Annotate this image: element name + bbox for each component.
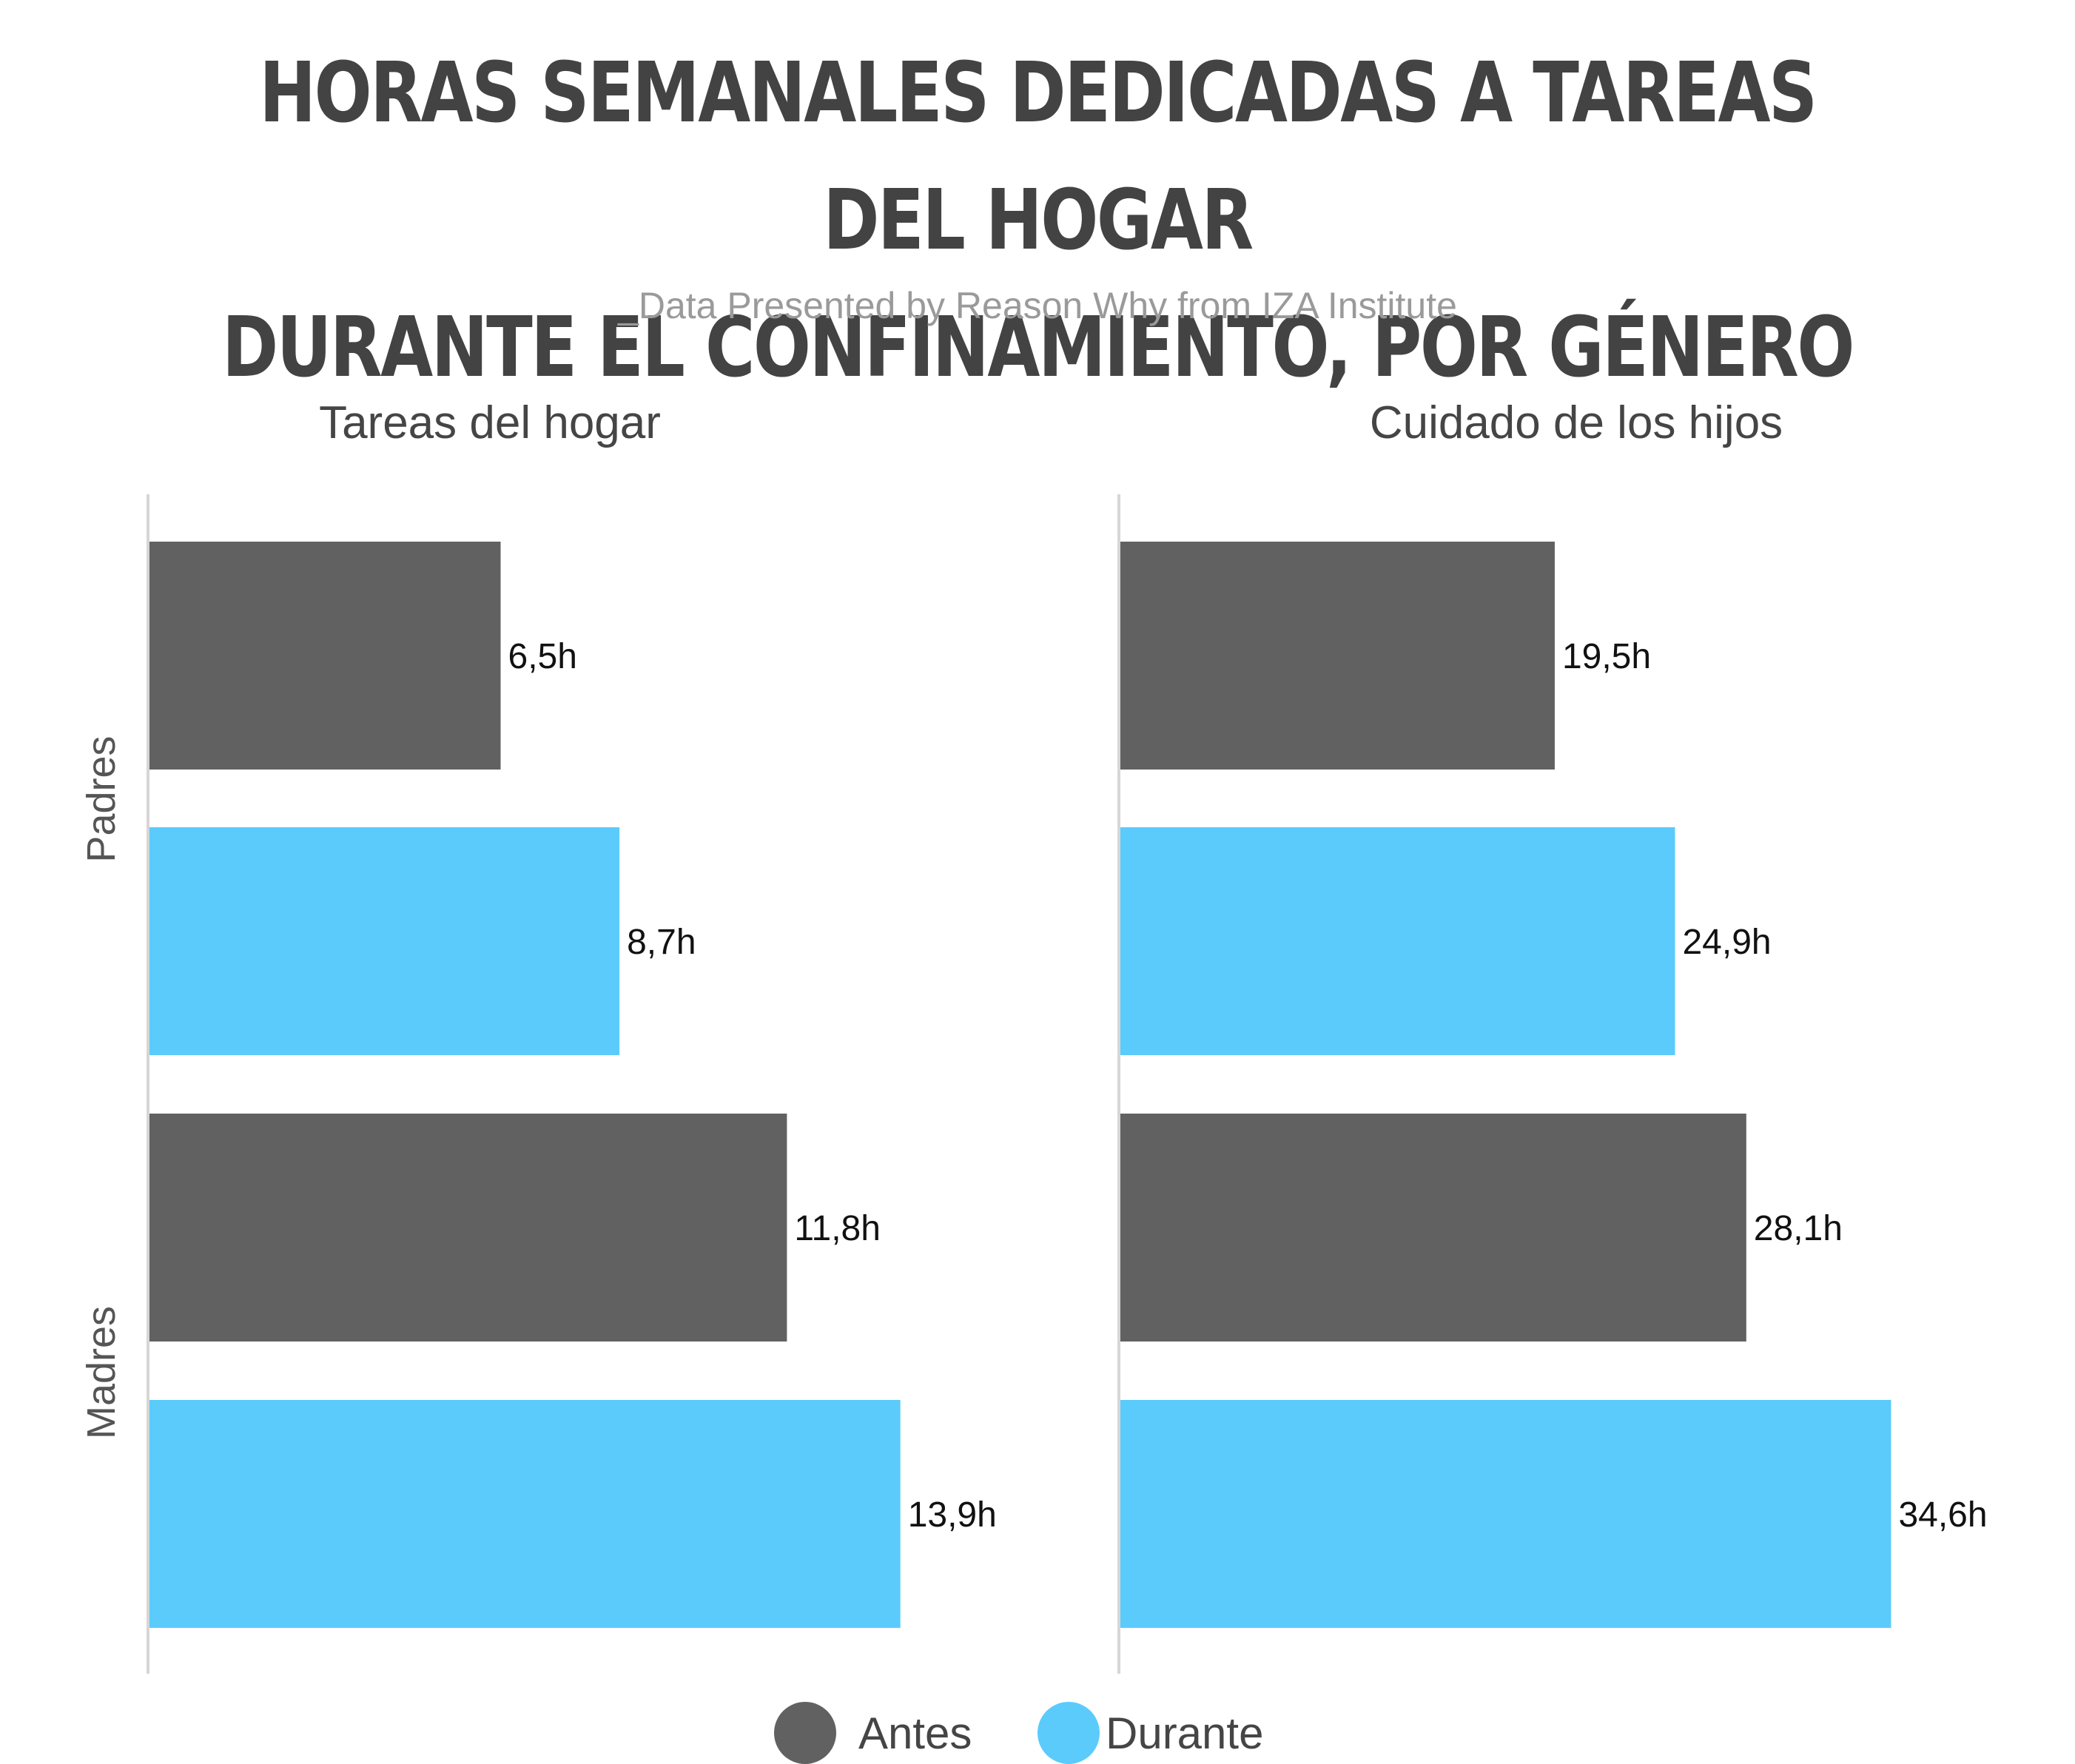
- value-label-madres-antes-1: 11,8h: [794, 1209, 881, 1248]
- value-label-padres-durante-1: 8,7h: [627, 923, 696, 962]
- value-label-madres-antes-2: 28,1h: [1754, 1209, 1843, 1248]
- bar-padres-durante-1: [149, 827, 620, 1055]
- bar-padres-antes-2: [1120, 542, 1555, 770]
- bar-madres-antes-2: [1120, 1114, 1746, 1341]
- chart-title-line-1: HORAS SEMANALES DEDICADAS A TAREAS DEL H…: [259, 45, 1817, 269]
- legend-marker-antes: [774, 1702, 836, 1764]
- legend-marker-durante: [1038, 1702, 1100, 1764]
- bar-madres-durante-1: [149, 1400, 901, 1628]
- group-label-madres: Madres: [79, 1306, 124, 1439]
- bar-padres-durante-2: [1120, 827, 1675, 1055]
- panel-title-2: Cuidado de los hijos: [1370, 397, 1783, 448]
- value-label-padres-antes-2: 19,5h: [1562, 637, 1651, 676]
- bar-madres-durante-2: [1120, 1400, 1891, 1628]
- bar-padres-antes-1: [149, 542, 501, 770]
- legend-label-antes: Antes: [858, 1709, 972, 1758]
- value-label-padres-durante-2: 24,9h: [1682, 923, 1771, 962]
- chart-title-line-2: DURANTE EL CONFINAMIENTO, POR GÉNERO: [221, 300, 1854, 396]
- chart-subtitle: _Data Presented by Reason Why from IZA I…: [618, 285, 1457, 326]
- legend-label-durante: Durante: [1106, 1709, 1263, 1758]
- group-label-padres: Padres: [79, 735, 124, 862]
- bar-madres-antes-1: [149, 1114, 787, 1341]
- panel-title-1: Tareas del hogar: [319, 397, 661, 448]
- value-label-padres-antes-1: 6,5h: [508, 637, 577, 676]
- value-label-madres-durante-2: 34,6h: [1898, 1495, 1987, 1535]
- chart-title: HORAS SEMANALES DEDICADAS A TAREAS DEL H…: [186, 30, 1888, 411]
- value-label-madres-durante-1: 13,9h: [908, 1495, 997, 1535]
